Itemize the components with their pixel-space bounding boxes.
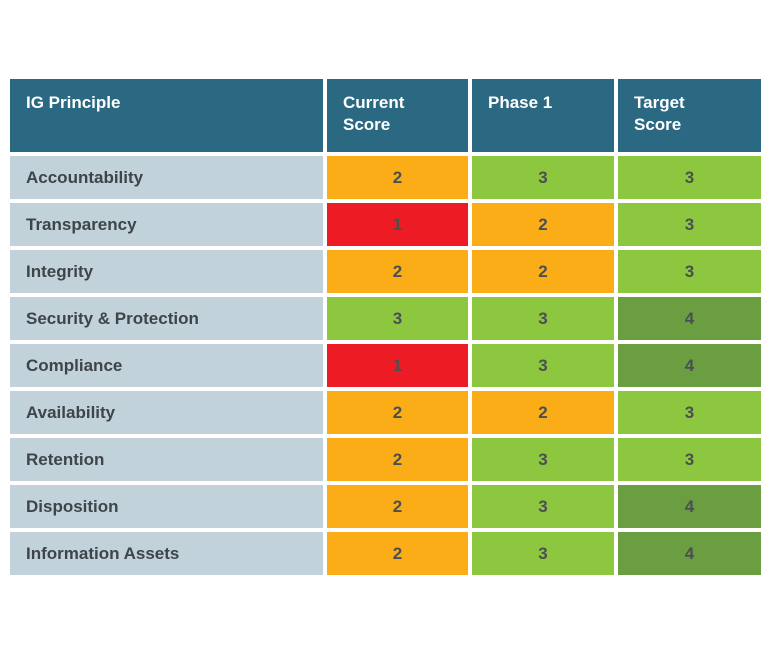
phase-1-score-cell: 3 xyxy=(472,485,614,528)
target-score-cell: 4 xyxy=(618,532,761,575)
table-row: Information Assets 2 3 4 xyxy=(10,532,761,575)
table-row: Retention 2 3 3 xyxy=(10,438,761,481)
phase-1-score-cell: 2 xyxy=(472,391,614,434)
current-score-cell: 1 xyxy=(327,203,468,246)
phase-1-score-cell: 3 xyxy=(472,344,614,387)
header-target-score-line-2: Score xyxy=(634,115,682,134)
phase-1-score-cell: 3 xyxy=(472,156,614,199)
current-score-cell: 2 xyxy=(327,391,468,434)
table-row: Compliance 1 3 4 xyxy=(10,344,761,387)
header-current-score: Current Score xyxy=(327,79,468,152)
ig-score-table: IG Principle Current Score Phase 1 Targe… xyxy=(10,79,761,575)
principle-label: Disposition xyxy=(10,485,323,528)
table-row: Availability 2 2 3 xyxy=(10,391,761,434)
header-current-score-line-2: Score xyxy=(343,115,391,134)
target-score-cell: 4 xyxy=(618,344,761,387)
phase-1-score-cell: 3 xyxy=(472,297,614,340)
header-ig-principle: IG Principle xyxy=(10,79,323,152)
phase-1-score-cell: 2 xyxy=(472,203,614,246)
table-row: Accountability 2 3 3 xyxy=(10,156,761,199)
table-row: Transparency 1 2 3 xyxy=(10,203,761,246)
table-header-row: IG Principle Current Score Phase 1 Targe… xyxy=(10,79,761,152)
table-row: Security & Protection 3 3 4 xyxy=(10,297,761,340)
principle-label: Availability xyxy=(10,391,323,434)
header-ig-principle-line-1: IG Principle xyxy=(26,93,121,112)
table-row: Integrity 2 2 3 xyxy=(10,250,761,293)
target-score-cell: 3 xyxy=(618,203,761,246)
principle-label: Retention xyxy=(10,438,323,481)
target-score-cell: 3 xyxy=(618,391,761,434)
phase-1-score-cell: 3 xyxy=(472,438,614,481)
header-target-score-line-1: Target xyxy=(634,93,685,112)
current-score-cell: 2 xyxy=(327,485,468,528)
current-score-cell: 2 xyxy=(327,438,468,481)
target-score-cell: 4 xyxy=(618,485,761,528)
current-score-cell: 2 xyxy=(327,250,468,293)
target-score-cell: 3 xyxy=(618,250,761,293)
phase-1-score-cell: 2 xyxy=(472,250,614,293)
current-score-cell: 3 xyxy=(327,297,468,340)
principle-label: Transparency xyxy=(10,203,323,246)
current-score-cell: 2 xyxy=(327,156,468,199)
principle-label: Accountability xyxy=(10,156,323,199)
target-score-cell: 4 xyxy=(618,297,761,340)
target-score-cell: 3 xyxy=(618,438,761,481)
header-target-score: Target Score xyxy=(618,79,761,152)
principle-label: Integrity xyxy=(10,250,323,293)
header-current-score-line-1: Current xyxy=(343,93,405,112)
principle-label: Security & Protection xyxy=(10,297,323,340)
header-phase-1-line-1: Phase 1 xyxy=(488,93,553,112)
header-phase-1: Phase 1 xyxy=(472,79,614,152)
table-row: Disposition 2 3 4 xyxy=(10,485,761,528)
table-body: Accountability 2 3 3 Transparency 1 2 3 Integrit… xyxy=(10,156,761,575)
current-score-cell: 2 xyxy=(327,532,468,575)
phase-1-score-cell: 3 xyxy=(472,532,614,575)
current-score-cell: 1 xyxy=(327,344,468,387)
principle-label: Information Assets xyxy=(10,532,323,575)
target-score-cell: 3 xyxy=(618,156,761,199)
principle-label: Compliance xyxy=(10,344,323,387)
